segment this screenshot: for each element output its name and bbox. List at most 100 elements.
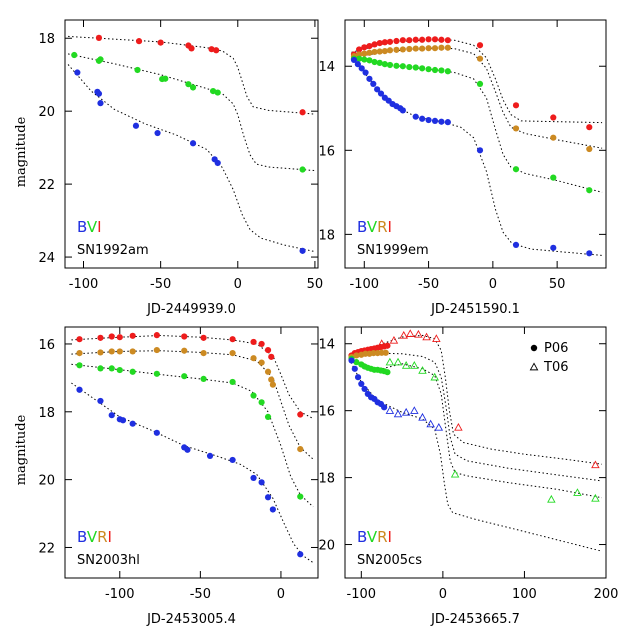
band-letter-I: I	[388, 528, 392, 546]
band-letter-I: I	[388, 218, 392, 236]
band-letter-B: B	[77, 218, 87, 236]
x-tick-label: 200	[594, 587, 619, 602]
y-tick-label: 14	[318, 338, 335, 353]
y-tick-label: 16	[318, 144, 335, 159]
legend-label: P06	[544, 341, 568, 356]
data-point-B	[354, 374, 362, 381]
x-tick-label: -50	[418, 277, 439, 292]
y-tick-label: 18	[38, 32, 55, 47]
model-curve-B	[71, 382, 314, 564]
x-tick-label: 0	[277, 587, 285, 602]
data-point-B	[512, 241, 520, 248]
data-point-B	[297, 551, 304, 558]
data-point-B-T06	[426, 419, 435, 428]
data-point-I	[268, 353, 275, 360]
data-point-I	[129, 332, 136, 339]
data-point-R	[376, 48, 383, 55]
data-point-R	[425, 45, 432, 52]
data-point-I	[297, 411, 304, 418]
data-point-R	[264, 368, 272, 375]
x-tick-label: -50	[190, 587, 211, 602]
data-point-V	[512, 166, 520, 173]
data-point-V	[550, 174, 557, 181]
data-point-V	[586, 187, 593, 194]
data-point-B	[132, 122, 140, 129]
data-point-I	[135, 38, 143, 45]
data-point-B	[97, 100, 104, 107]
y-tick-label: 18	[38, 406, 55, 421]
data-point-R	[550, 134, 557, 141]
band-label: BVI	[77, 218, 102, 236]
data-point-V	[185, 81, 192, 88]
data-point-R	[258, 359, 265, 366]
data-point-R	[366, 49, 373, 56]
band-letter-I: I	[97, 218, 101, 236]
data-point-I	[229, 336, 236, 343]
data-point-V	[425, 66, 432, 73]
data-point-I	[399, 37, 406, 44]
data-point-V-T06	[573, 488, 582, 496]
data-point-I	[371, 41, 378, 48]
x-tick-label: 50	[549, 277, 566, 292]
y-axis-label-top: magnitude	[14, 116, 29, 187]
data-point-I-T06	[432, 334, 441, 342]
data-point-V	[406, 63, 413, 71]
model-curve-I	[348, 334, 602, 465]
data-point-R	[97, 349, 104, 356]
data-point-I	[208, 46, 215, 53]
data-point-V	[264, 413, 272, 420]
data-point-R	[586, 145, 593, 153]
data-point-I	[444, 37, 451, 44]
data-point-R	[129, 348, 136, 355]
data-point-I	[476, 42, 484, 49]
data-point-V	[371, 58, 378, 66]
data-point-V-T06	[547, 494, 556, 503]
data-point-I	[116, 334, 123, 341]
y-tick-label: 20	[38, 474, 55, 489]
data-point-B-T06	[393, 409, 403, 418]
data-point-I-T06	[422, 332, 431, 341]
data-point-R	[229, 350, 236, 357]
data-point-B	[129, 420, 136, 427]
data-point-I	[200, 334, 207, 341]
data-point-V	[134, 66, 141, 74]
data-point-I	[299, 109, 306, 116]
y-axis-label-bottom: magnitude	[14, 414, 29, 485]
data-point-V	[399, 63, 406, 70]
data-point-R	[512, 125, 520, 132]
data-point-B	[351, 365, 358, 372]
band-letter-V: V	[87, 218, 98, 236]
band-letter-R: R	[97, 528, 107, 546]
band-letter-B: B	[357, 218, 367, 236]
data-point-I-T06	[399, 330, 408, 339]
y-tick-label: 14	[318, 60, 335, 75]
data-point-V	[108, 365, 115, 372]
data-point-V-T06	[430, 372, 439, 381]
y-tick-label: 24	[38, 251, 55, 266]
data-point-V	[384, 369, 391, 376]
data-point-B	[153, 429, 160, 436]
data-point-I	[258, 340, 265, 348]
data-point-V-T06	[591, 493, 600, 502]
data-point-R	[371, 48, 378, 56]
data-point-V	[200, 375, 207, 382]
x-tick-label: 50	[307, 277, 324, 292]
panel-bottom-right: -100 0 100 200 14 16 18 20 JD-2453665.7 BVRI SN200…	[318, 326, 619, 627]
data-point-V-T06	[393, 357, 403, 366]
data-point-R	[181, 347, 188, 354]
y-tick-label: 22	[38, 541, 55, 556]
data-point-V	[258, 399, 265, 406]
data-point-B	[412, 113, 419, 120]
data-point-R	[269, 381, 276, 388]
data-point-I	[108, 333, 115, 340]
model-curve-V	[348, 356, 602, 499]
data-point-B-T06	[401, 407, 411, 416]
data-point-B	[95, 90, 103, 97]
data-point-V	[386, 61, 394, 69]
band-letter-V: V	[87, 528, 98, 546]
data-point-I	[431, 36, 439, 43]
band-letter-V: V	[367, 218, 378, 236]
x-tick-label: -100	[69, 277, 99, 292]
supernova-name: SN1999em	[357, 243, 429, 258]
data-point-B	[350, 56, 358, 64]
